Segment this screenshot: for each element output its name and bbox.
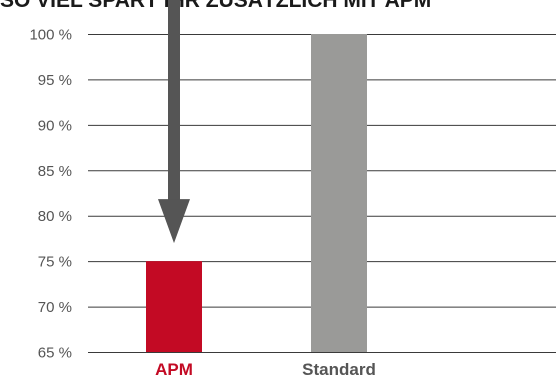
y-axis: 65 % 70 % 75 % 80 % 85 % 90 % 95 % 100 % (29, 27, 72, 362)
y-tick-label: 95 % (38, 72, 72, 89)
category-label-standard: Standard (302, 360, 376, 379)
chart-title: SO VIEL SPART IHR ZUSÄTZLICH MIT APM (0, 0, 431, 12)
chart-title-group: SO VIEL SPART IHR ZUSÄTZLICH MIT APM (0, 0, 431, 12)
y-tick-label: 80 % (38, 208, 72, 225)
category-label-apm: APM (155, 360, 193, 379)
arrow-shaft (168, 0, 180, 201)
bars (146, 34, 367, 352)
y-tick-label: 85 % (38, 163, 72, 180)
y-tick-label: 90 % (38, 117, 72, 134)
y-tick-label: 75 % (38, 254, 72, 271)
bar-standard (311, 34, 367, 352)
annotation (158, 0, 190, 244)
y-tick-label: 100 % (29, 27, 72, 44)
bar-apm (146, 261, 202, 352)
y-tick-label: 70 % (38, 299, 72, 316)
arrow-head (158, 199, 190, 244)
x-axis: APM Standard (155, 360, 376, 379)
y-tick-label: 65 % (38, 345, 72, 362)
